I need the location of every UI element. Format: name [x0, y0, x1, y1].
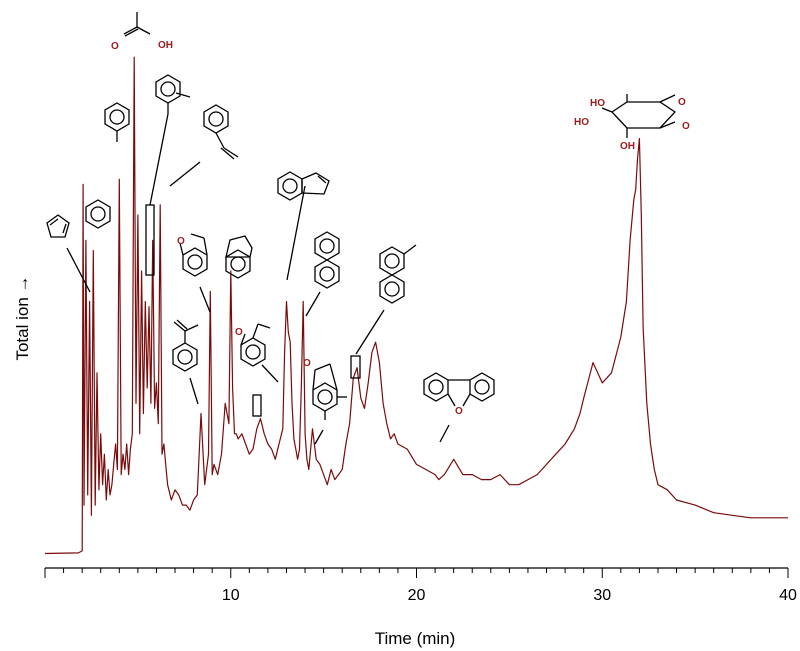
x-tick-label: 40 [779, 587, 797, 604]
svg-text:Total ion →: Total ion → [13, 275, 32, 360]
structure-indane [225, 235, 253, 279]
structure-benzofuran: O [177, 233, 211, 313]
structure-levoglucosan: HO HO OH O O [574, 94, 690, 152]
total-ion-trace [44, 56, 788, 555]
x-tick-label: 30 [593, 587, 611, 604]
acetic-acid-o-label: O [111, 41, 119, 52]
levoglucosan-oh-label: OH [620, 141, 635, 152]
dimethylbenzofuran-o-label: O [303, 358, 311, 369]
x-axis: 10 20 30 40 [44, 567, 797, 604]
levoglucosan-o1-label: O [678, 97, 686, 108]
structure-acetic-acid: O OH [111, 12, 173, 52]
y-axis-arrow: → [13, 275, 32, 292]
benzofuran-o-label: O [177, 236, 185, 247]
structure-xylene [145, 74, 191, 276]
structure-methylbenzofuran: O [235, 323, 279, 417]
structure-dibenzofuran: O [423, 372, 495, 443]
acetic-acid-oh-label: OH [158, 40, 173, 51]
structure-dimethylbenzofuran: O [303, 358, 347, 445]
structure-styrene [169, 104, 239, 187]
y-axis-title-group: Total ion → [13, 275, 32, 360]
structure-naphthalene [305, 231, 340, 317]
x-axis-title: Time (min) [375, 629, 456, 648]
structure-benzene [85, 199, 111, 229]
structure-cyclopentadiene [46, 214, 91, 293]
y-axis-title: Total ion [13, 297, 32, 360]
structure-toluene [104, 102, 130, 142]
x-ticks: 10 20 30 40 [44, 568, 797, 604]
structure-annotations: O OH O [46, 12, 690, 445]
plot-area [44, 56, 788, 555]
levoglucosan-ho2-label: HO [574, 117, 589, 128]
x-tick-label: 20 [408, 587, 426, 604]
structure-methylstyrene [172, 319, 199, 405]
structure-indene [277, 171, 330, 281]
levoglucosan-ho1-label: HO [590, 98, 605, 109]
dibenzofuran-o-label: O [455, 406, 463, 417]
methylbenzofuran-o-label: O [235, 327, 243, 338]
levoglucosan-o2-label: O [682, 121, 690, 132]
structure-methylnaphthalene [350, 244, 417, 379]
x-tick-label: 10 [222, 587, 240, 604]
